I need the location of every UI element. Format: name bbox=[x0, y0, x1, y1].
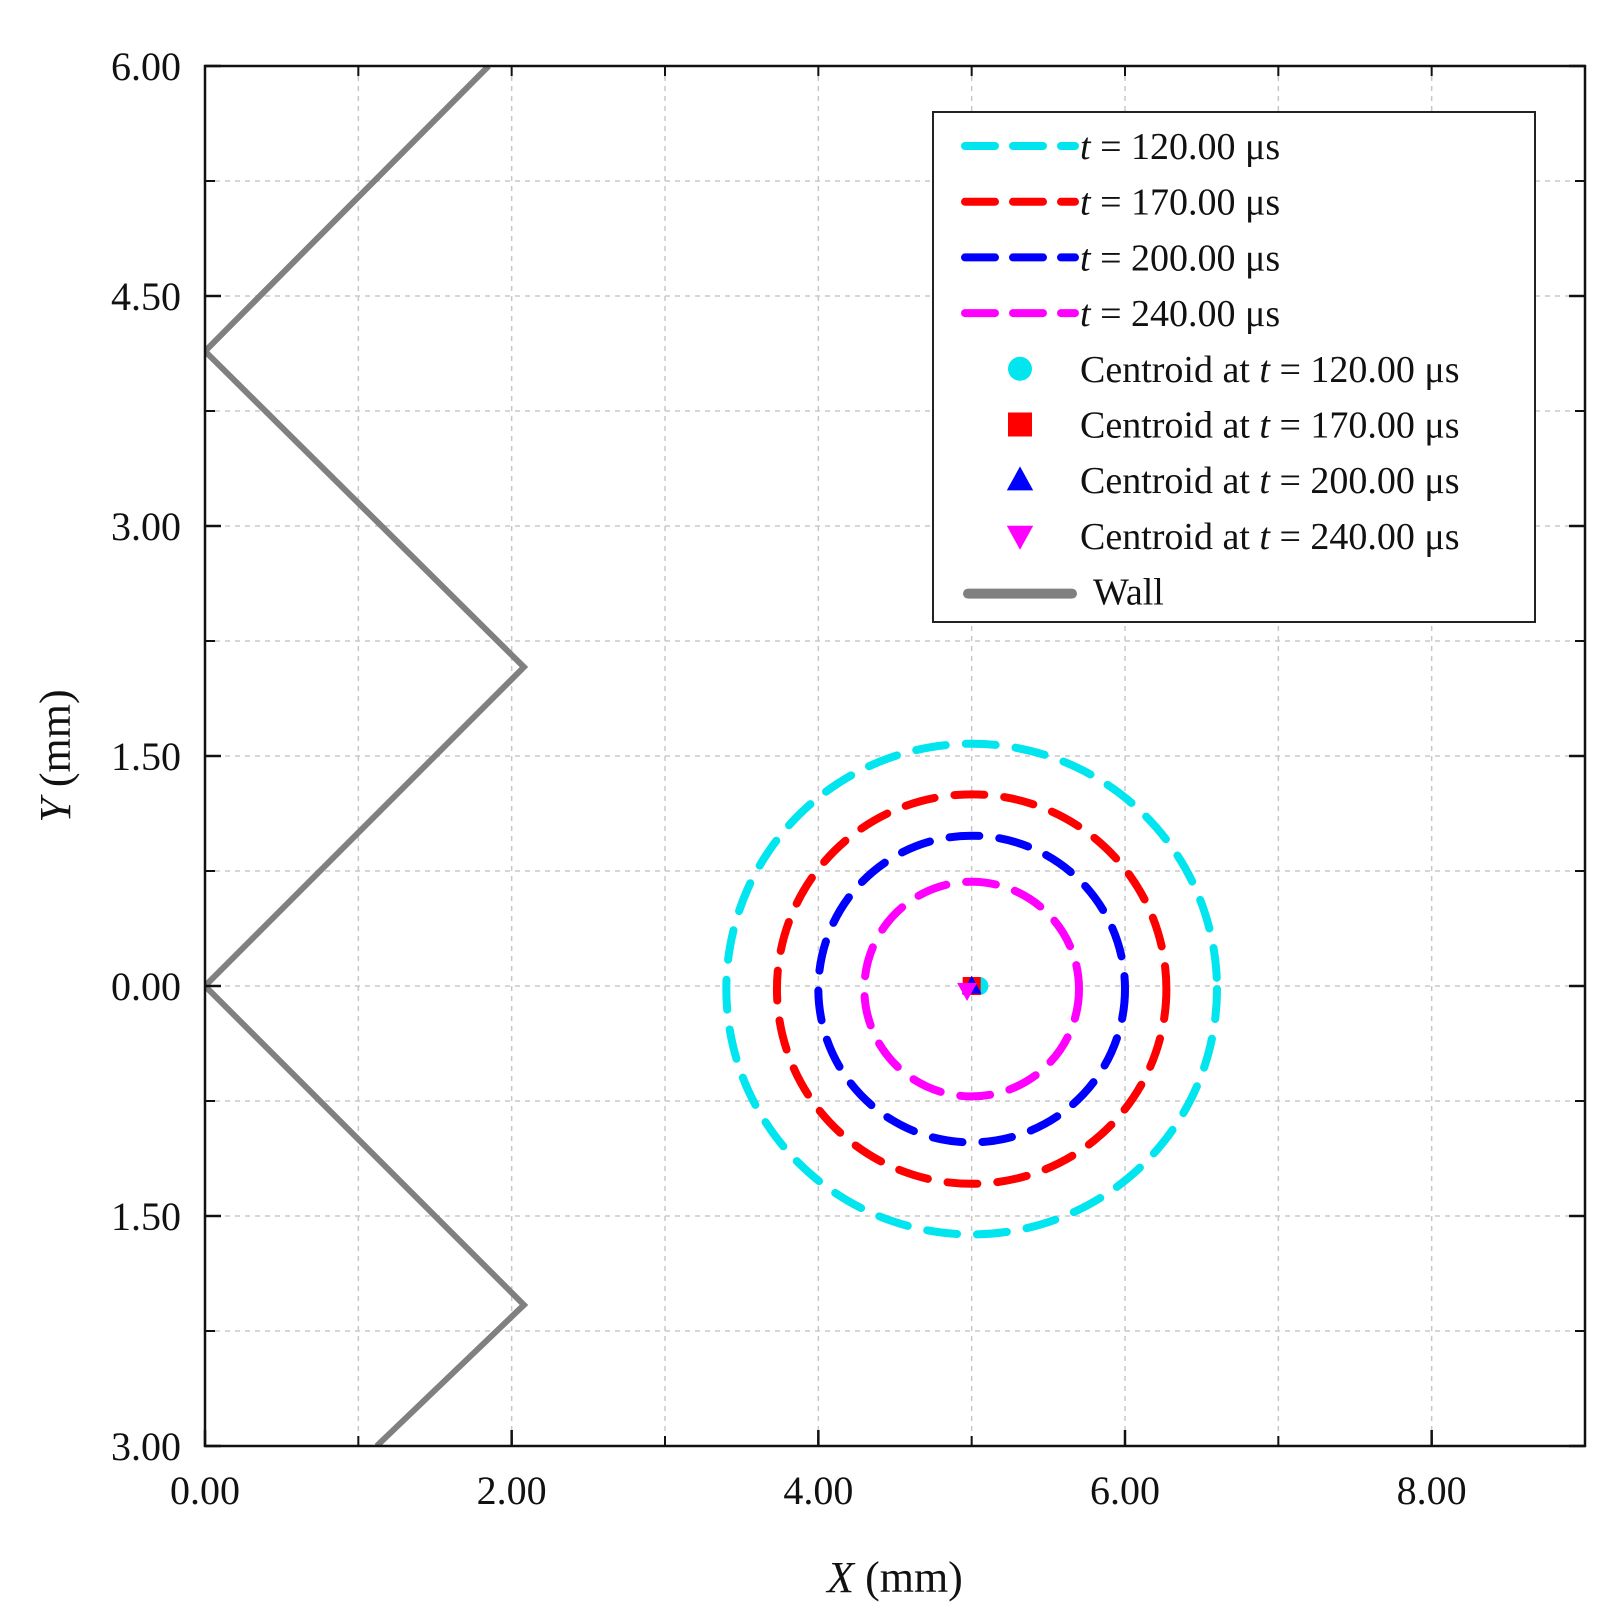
legend: t = 120.00 μst = 170.00 μst = 200.00 μst… bbox=[932, 111, 1536, 623]
legend-prefix: Centroid at bbox=[1080, 349, 1259, 391]
legend-var: t bbox=[1080, 126, 1092, 168]
legend-box bbox=[932, 111, 1536, 623]
series-t-170-00-s bbox=[772, 790, 1171, 1188]
legend-item-centroid-at-t-200-00-s: Centroid at t = 200.00 μs bbox=[1006, 460, 1460, 502]
legend-marker-centroid-at-t-170-00-s bbox=[1008, 412, 1032, 437]
legend-var: t bbox=[1259, 349, 1271, 391]
point-centroid-at-t-240-00-s bbox=[957, 982, 977, 1001]
x-tick-label: 0.00 bbox=[170, 1468, 240, 1513]
legend-item-t-200-00-s: t = 200.00 μs bbox=[961, 237, 1280, 279]
x-axis-var: X bbox=[825, 1553, 856, 1602]
y-tick-label: 6.00 bbox=[111, 44, 181, 89]
axis-ticks: 0.00 2.00 4.00 6.00 8.00 6.00 4.50 3.00 1.50 0.00… bbox=[111, 44, 1585, 1513]
legend-label-t-240-00-s: t = 240.00 μs bbox=[1080, 293, 1280, 335]
y-tick-label: 3.00 bbox=[111, 1424, 181, 1469]
legend-item-centroid-at-t-120-00-s: Centroid at t = 120.00 μs bbox=[1008, 349, 1460, 391]
legend-rest: = 240.00 μs bbox=[1270, 516, 1460, 558]
legend-rest: = 240.00 μs bbox=[1091, 293, 1281, 335]
legend-rest: = 200.00 μs bbox=[1091, 237, 1281, 279]
legend-var: t bbox=[1259, 516, 1271, 558]
legend-label-t-200-00-s: t = 200.00 μs bbox=[1080, 237, 1280, 279]
legend-var: t bbox=[1080, 182, 1092, 224]
y-tick-label: 1.50 bbox=[111, 1194, 181, 1239]
legend-label-centroid-at-t-170-00-s: Centroid at t = 170.00 μs bbox=[1080, 405, 1460, 447]
y-axis-title: Y (mm) bbox=[31, 689, 80, 822]
series-t-200-00-s bbox=[814, 831, 1130, 1147]
legend-var: t bbox=[1259, 405, 1271, 447]
legend-prefix: Centroid at bbox=[1080, 516, 1259, 558]
legend-label-t-120-00-s: t = 120.00 μs bbox=[1080, 126, 1280, 168]
x-axis-title: X (mm) bbox=[825, 1553, 963, 1602]
legend-marker-centroid-at-t-240-00-s bbox=[1006, 525, 1034, 550]
plot-area bbox=[205, 66, 1222, 1446]
x-tick-label: 6.00 bbox=[1090, 1468, 1160, 1513]
legend-var: t bbox=[1259, 460, 1271, 502]
legend-item-t-240-00-s: t = 240.00 μs bbox=[961, 293, 1280, 335]
legend-rest: = 170.00 μs bbox=[1270, 405, 1460, 447]
legend-rest: = 200.00 μs bbox=[1270, 460, 1460, 502]
legend-item-centroid-at-t-240-00-s: Centroid at t = 240.00 μs bbox=[1006, 516, 1460, 558]
x-tick-label: 4.00 bbox=[783, 1468, 853, 1513]
x-tick-label: 8.00 bbox=[1397, 1468, 1467, 1513]
series-t-120-00-s bbox=[722, 739, 1222, 1239]
legend-item-wall: Wall bbox=[963, 572, 1164, 614]
y-tick-label: 4.50 bbox=[111, 274, 181, 319]
legend-label-centroid-at-t-200-00-s: Centroid at t = 200.00 μs bbox=[1080, 460, 1460, 502]
legend-label-wall: Wall bbox=[1093, 572, 1164, 614]
y-axis-var: Y bbox=[31, 794, 80, 823]
legend-prefix: Wall bbox=[1093, 572, 1164, 614]
legend-var: t bbox=[1080, 237, 1092, 279]
legend-item-t-120-00-s: t = 120.00 μs bbox=[961, 126, 1280, 168]
x-axis-title-text: X (mm) bbox=[825, 1553, 963, 1602]
legend-rest: = 120.00 μs bbox=[1091, 126, 1281, 168]
legend-label-t-170-00-s: t = 170.00 μs bbox=[1080, 182, 1280, 224]
legend-label-centroid-at-t-120-00-s: Centroid at t = 120.00 μs bbox=[1080, 349, 1460, 391]
y-tick-label: 1.50 bbox=[111, 734, 181, 779]
legend-marker-centroid-at-t-200-00-s bbox=[1006, 466, 1034, 491]
x-tick-label: 2.00 bbox=[477, 1468, 547, 1513]
y-axis-unit: (mm) bbox=[31, 689, 80, 798]
legend-item-t-170-00-s: t = 170.00 μs bbox=[961, 182, 1280, 224]
x-axis-unit: (mm) bbox=[854, 1553, 963, 1602]
y-axis-title-text: Y (mm) bbox=[31, 689, 80, 822]
legend-prefix: Centroid at bbox=[1080, 460, 1259, 502]
legend-marker-centroid-at-t-120-00-s bbox=[1008, 356, 1032, 381]
legend-label-centroid-at-t-240-00-s: Centroid at t = 240.00 μs bbox=[1080, 516, 1460, 558]
y-tick-label: 3.00 bbox=[111, 504, 181, 549]
legend-rest: = 120.00 μs bbox=[1270, 349, 1460, 391]
legend-prefix: Centroid at bbox=[1080, 405, 1259, 447]
legend-var: t bbox=[1080, 293, 1092, 335]
series-t-240-00-s bbox=[860, 877, 1084, 1101]
y-tick-label: 0.00 bbox=[111, 964, 181, 1009]
legend-rest: = 170.00 μs bbox=[1091, 182, 1281, 224]
legend-item-centroid-at-t-170-00-s: Centroid at t = 170.00 μs bbox=[1008, 405, 1460, 447]
series-wall bbox=[205, 66, 529, 1446]
